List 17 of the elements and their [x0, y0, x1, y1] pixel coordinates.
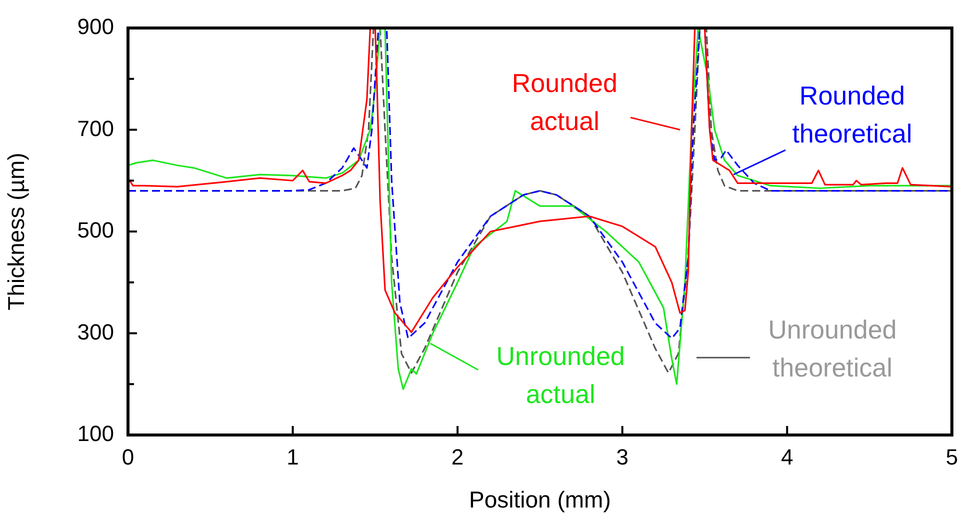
y-tick-label: 700 — [77, 116, 114, 141]
y-tick-label: 100 — [77, 421, 114, 446]
x-tick-label: 4 — [780, 444, 794, 470]
x-tick-label: 3 — [616, 444, 628, 470]
x-tick-label: 5 — [946, 444, 958, 470]
legend-label: Unrounded theoretical — [768, 314, 897, 382]
y-tick-label: 900 — [77, 14, 114, 40]
y-tick-label: 300 — [77, 319, 114, 344]
y-tick-label: 500 — [77, 218, 114, 243]
series-label: Rounded theoretical — [792, 80, 912, 148]
y-axis-title: Thickness (µm) — [3, 152, 30, 310]
x-axis-title: Position (mm) — [469, 486, 611, 513]
x-tick-label: 1 — [286, 444, 299, 470]
text: Rounded actual — [512, 68, 618, 136]
legend-label: Unrounded actual — [496, 340, 625, 409]
x-tick-label: 0 — [122, 444, 134, 470]
x-tick-label: 2 — [451, 444, 464, 470]
